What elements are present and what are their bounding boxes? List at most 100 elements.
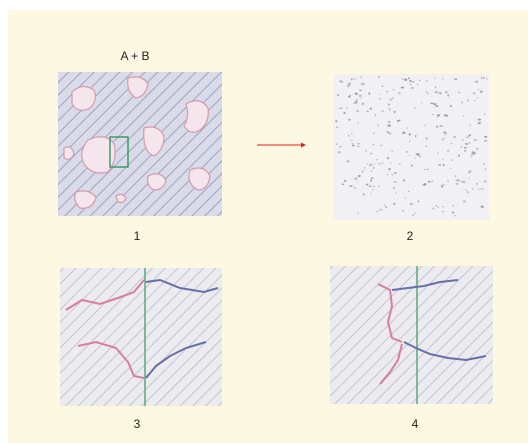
panel-background — [333, 74, 490, 220]
speckle — [373, 185, 375, 187]
speckle — [437, 152, 439, 153]
speckle — [474, 139, 477, 141]
speckle — [355, 177, 358, 180]
speckle — [445, 134, 447, 136]
speckle — [472, 151, 475, 152]
speckle — [418, 200, 420, 202]
speckle — [387, 173, 388, 175]
speckle — [431, 180, 433, 182]
speckle — [351, 143, 353, 144]
speckle — [392, 89, 394, 90]
speckle — [450, 168, 452, 169]
speckle — [342, 184, 344, 185]
speckle — [351, 133, 353, 135]
speckle — [362, 170, 364, 172]
speckle — [370, 193, 372, 194]
speckle — [358, 175, 361, 177]
speckle — [409, 155, 410, 156]
speckle — [454, 215, 455, 217]
speckle — [373, 133, 375, 135]
speckle — [385, 206, 387, 208]
speckle — [380, 145, 382, 146]
speckle — [436, 205, 437, 206]
speckle — [353, 103, 355, 104]
speckle — [339, 108, 342, 109]
speckle — [348, 135, 349, 137]
speckle — [469, 134, 471, 136]
speckle — [484, 113, 485, 115]
speckle — [357, 143, 360, 145]
speckle — [477, 89, 479, 90]
speckle — [370, 107, 372, 109]
panel-3 — [60, 268, 222, 406]
speckle — [356, 110, 358, 111]
speckle — [377, 124, 379, 126]
speckle — [366, 163, 367, 164]
speckle — [369, 164, 372, 167]
speckle — [365, 150, 367, 151]
speckle — [469, 177, 470, 179]
speckle — [357, 212, 358, 214]
speckle — [466, 137, 468, 138]
speckle — [408, 77, 410, 79]
speckle — [406, 151, 409, 152]
speckle — [416, 84, 418, 85]
speckle — [373, 144, 374, 145]
speckle — [464, 147, 467, 149]
speckle — [360, 77, 363, 78]
speckle — [371, 170, 373, 172]
speckle — [375, 114, 377, 116]
speckle — [339, 146, 341, 148]
speckle — [477, 97, 479, 98]
speckle — [387, 157, 389, 159]
speckle — [451, 159, 453, 160]
speckle — [376, 159, 377, 160]
speckle — [363, 193, 365, 195]
speckle — [419, 156, 420, 158]
speckle — [376, 211, 378, 212]
speckle — [456, 179, 457, 181]
speckle — [386, 91, 389, 92]
speckle — [443, 164, 445, 166]
panel-label: 1 — [134, 229, 141, 243]
speckle — [359, 90, 362, 92]
speckle — [443, 131, 446, 133]
speckle — [437, 114, 440, 116]
speckle — [406, 128, 408, 129]
speckle — [338, 151, 341, 153]
speckle — [343, 112, 345, 114]
speckle — [389, 99, 393, 101]
speckle — [389, 108, 391, 110]
panel-1 — [58, 72, 222, 216]
speckle — [410, 203, 413, 205]
speckle — [402, 131, 405, 134]
speckle — [426, 91, 427, 93]
speckle — [483, 163, 485, 164]
speckle — [356, 99, 357, 101]
speckle — [360, 97, 362, 98]
figure: A + B 1 2 3 — [0, 0, 528, 443]
speckle — [351, 78, 353, 80]
speckle — [463, 200, 466, 202]
speckle — [381, 110, 383, 112]
speckle — [352, 145, 355, 147]
speckle — [337, 94, 339, 96]
speckle — [465, 143, 468, 145]
speckle — [357, 122, 358, 124]
speckle — [435, 86, 436, 88]
speckle — [423, 169, 425, 170]
speckle — [412, 214, 413, 216]
panel-label: 3 — [134, 417, 141, 431]
speckle — [447, 94, 449, 96]
speckle — [424, 183, 427, 185]
speckle — [340, 81, 344, 83]
speckle — [392, 97, 394, 98]
speckle — [461, 181, 464, 183]
speckle — [467, 99, 468, 101]
speckle — [379, 94, 380, 95]
speckle — [467, 191, 469, 193]
speckle — [441, 185, 443, 188]
speckle — [481, 77, 483, 79]
speckle — [362, 84, 365, 85]
speckle — [438, 164, 441, 166]
